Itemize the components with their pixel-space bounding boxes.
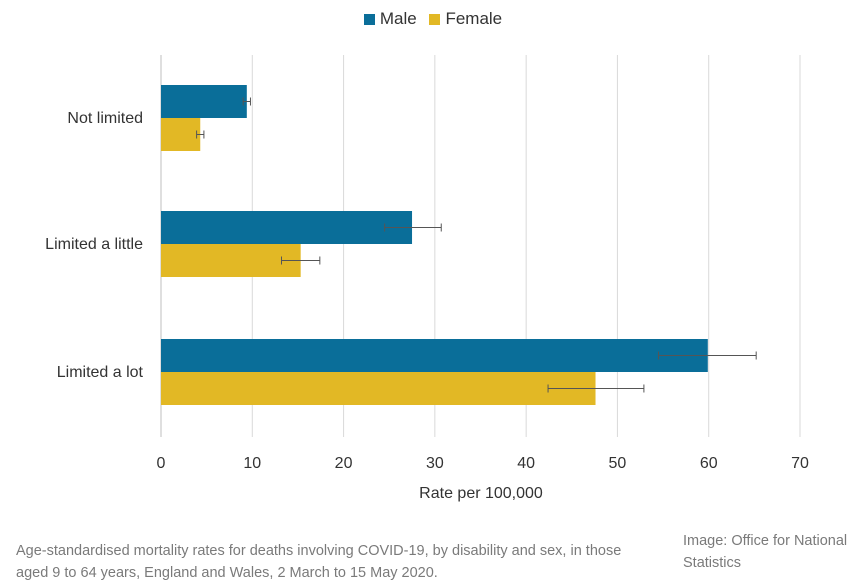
category-label: Limited a lot [57, 364, 144, 381]
bar-female [161, 372, 596, 405]
figure-caption: Age-standardised mortality rates for dea… [16, 543, 622, 581]
legend-swatch-male [363, 13, 375, 25]
legend: Male Female [0, 8, 866, 29]
legend-label-female: Female [445, 8, 503, 28]
legend-swatch-female [429, 13, 441, 25]
legend-label-male: Male [379, 8, 417, 28]
x-tick-label: 70 [791, 455, 809, 472]
legend-item-female: Female [429, 9, 502, 29]
bar-female [161, 118, 201, 151]
x-tick-label: 30 [426, 455, 444, 472]
bar-male [161, 339, 708, 372]
x-tick-label: 60 [700, 455, 718, 472]
x-tick-label: 50 [609, 455, 627, 472]
bar-male [161, 211, 413, 244]
legend-item-male: Male [363, 8, 417, 29]
category-label: Not limited [67, 110, 143, 127]
bar-female [161, 244, 301, 277]
image-credit: Image: Office for National Statistics [683, 533, 848, 571]
x-tick-label: 10 [243, 455, 261, 472]
bar-male [161, 85, 247, 118]
chart-panel: Male Female 0 10 20 30 40 50 60 70 Not limited Li… [0, 8, 866, 502]
x-axis-title: Rate per 100,000 [419, 485, 543, 502]
category-label: Limited a little [45, 236, 143, 253]
x-tick-label: 40 [517, 455, 535, 472]
bar-chart: 0 10 20 30 40 50 60 70 Not limited Limited a litt… [45, 55, 809, 502]
x-tick-label: 0 [157, 455, 166, 472]
x-tick-label: 20 [335, 455, 353, 472]
